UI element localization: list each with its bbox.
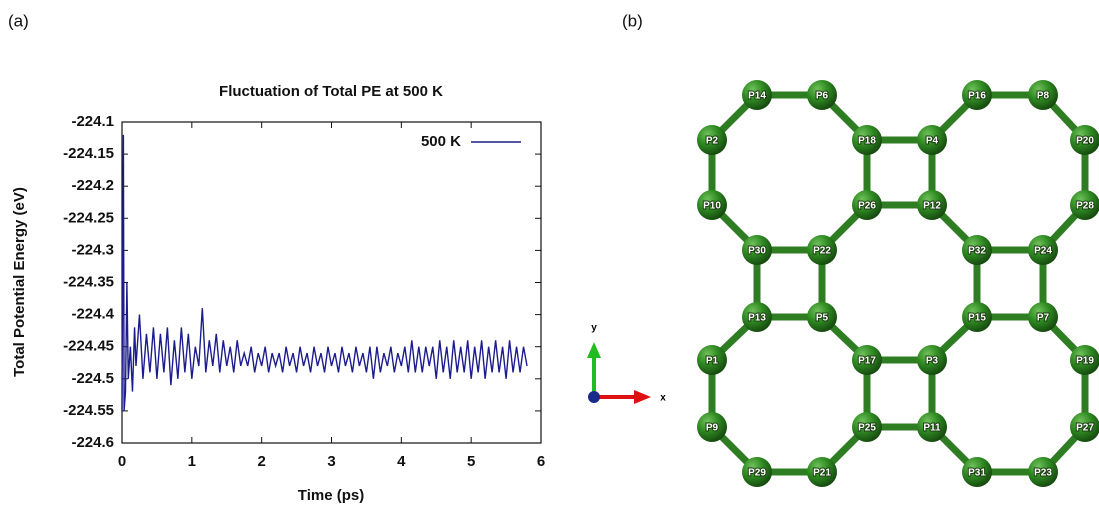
y-tick-label: -224.35 <box>63 273 114 290</box>
node-label: P26 <box>858 201 876 212</box>
figure: (a) (b) Fluctuation of Total PE at 500 K… <box>0 0 1099 506</box>
plot-frame <box>122 122 541 443</box>
node-label: P27 <box>1076 423 1094 434</box>
x-tick-label: 3 <box>327 453 335 470</box>
node-label: P15 <box>968 313 986 324</box>
x-tick-label: 1 <box>188 453 196 470</box>
legend-label: 500 K <box>421 133 461 150</box>
node-label: P32 <box>968 246 986 257</box>
panel-label: (b) <box>622 11 643 30</box>
x-tick-label: 4 <box>397 453 406 470</box>
triad-label: y <box>591 323 597 334</box>
node-label: P20 <box>1076 136 1094 147</box>
node-label: P29 <box>748 468 766 479</box>
x-tick-label: 6 <box>537 453 545 470</box>
node-label: P21 <box>813 468 831 479</box>
y-tick-label: -224.5 <box>71 370 114 387</box>
node-label: P3 <box>926 356 939 367</box>
node-label: P2 <box>706 136 719 147</box>
node-label: P11 <box>923 423 941 434</box>
x-tick-label: 5 <box>467 453 475 470</box>
x-tick-label: 2 <box>257 453 265 470</box>
x-axis-label: Time (ps) <box>298 487 364 504</box>
node-label: P30 <box>748 246 766 257</box>
node-label: P19 <box>1076 356 1094 367</box>
node-label: P24 <box>1034 246 1052 257</box>
node-label: P14 <box>748 91 766 102</box>
node-label: P5 <box>816 313 829 324</box>
y-tick-label: -224.55 <box>63 402 114 419</box>
node-label: P17 <box>858 356 876 367</box>
node-label: P22 <box>813 246 831 257</box>
node-label: P4 <box>926 136 939 147</box>
y-tick-label: -224.1 <box>71 113 114 130</box>
y-tick-label: -224.15 <box>63 145 114 162</box>
node-label: P13 <box>748 313 766 324</box>
y-tick-label: -224.3 <box>71 241 114 258</box>
node-label: P25 <box>858 423 876 434</box>
x-tick-label: 0 <box>118 453 126 470</box>
node-label: P6 <box>816 91 829 102</box>
y-tick-label: -224.25 <box>63 209 114 226</box>
node-label: P7 <box>1037 313 1050 324</box>
triad-label: x <box>660 393 666 404</box>
node-label: P10 <box>703 201 721 212</box>
y-tick-label: -224.6 <box>71 434 114 451</box>
data-line <box>122 135 527 411</box>
plot-area: -224.6-224.55-224.5-224.45-224.4-224.35-… <box>63 113 545 470</box>
node-label: P12 <box>923 201 941 212</box>
chart-title: Fluctuation of Total PE at 500 K <box>219 83 443 100</box>
node-label: P31 <box>968 468 986 479</box>
node-label: P18 <box>858 136 876 147</box>
y-tick-label: -224.45 <box>63 338 114 355</box>
node-label: P9 <box>706 423 719 434</box>
node-label: P8 <box>1037 91 1050 102</box>
y-axis-label: Total Potential Energy (eV) <box>11 187 28 377</box>
node-label: P23 <box>1034 468 1052 479</box>
node-label: P28 <box>1076 201 1094 212</box>
y-tick-label: -224.2 <box>71 177 114 194</box>
y-tick-label: -224.4 <box>71 306 114 323</box>
panel-label: (a) <box>8 11 29 30</box>
node-label: P16 <box>968 91 986 102</box>
axis-triad: y x <box>587 323 666 404</box>
node-label: P1 <box>706 356 719 367</box>
network: P1 P2 P3 P4 P5 P6 P7 P8 P9 P10 P11 P12 P13 P14 P15 P16 P… <box>697 80 1099 487</box>
